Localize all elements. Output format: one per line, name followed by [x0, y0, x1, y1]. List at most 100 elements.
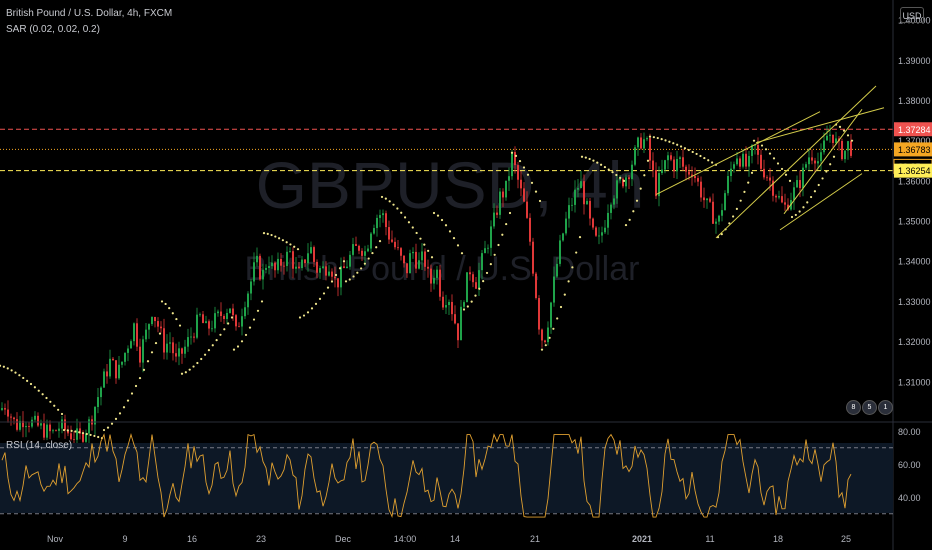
price-tick-label: 1.33000 [898, 297, 931, 307]
sar-dot [178, 324, 182, 327]
candle-body [328, 271, 330, 276]
sar-dot [575, 251, 578, 254]
rsi-legend[interactable]: RSI (14, close) [6, 440, 73, 451]
time-tick-label: Dec [335, 534, 352, 544]
candle-body [61, 419, 63, 429]
candle-body [763, 168, 765, 178]
rsi-line [1, 432, 852, 518]
event-flags[interactable]: 8 5 1 [846, 400, 894, 416]
trendline[interactable] [783, 109, 863, 215]
sar-dot [739, 199, 742, 202]
candle-body [193, 336, 195, 338]
sar-dot [578, 236, 582, 239]
sar-dot [850, 139, 854, 142]
price-tick-label: 1.31000 [898, 377, 931, 387]
candle-body [388, 227, 390, 240]
sar-dot [175, 317, 178, 321]
sar-dot [154, 341, 158, 345]
currency-button[interactable]: USD [900, 7, 924, 23]
candle-body [316, 261, 318, 273]
sar-dot [14, 371, 17, 374]
sar-dot [646, 159, 650, 162]
candle-body [31, 419, 33, 427]
sar-dot [203, 353, 207, 356]
sar-dot [62, 428, 66, 432]
trendline[interactable] [755, 107, 885, 144]
sar-dot [180, 372, 184, 375]
candle-body [106, 371, 108, 377]
candle-body [697, 178, 699, 182]
candle-body [10, 416, 12, 418]
sar-dot [314, 302, 318, 305]
candle-body [124, 352, 126, 362]
candle-body [472, 274, 474, 283]
candle-body [616, 180, 618, 199]
candle-body [175, 353, 177, 357]
candle-body [745, 153, 747, 167]
candle-body [289, 251, 291, 253]
candle-body [808, 157, 810, 165]
candle-body [517, 165, 519, 180]
candle-body [73, 439, 75, 441]
sar-dot [223, 328, 226, 331]
sar-dot [607, 168, 610, 171]
candle-body [565, 218, 567, 234]
sar-dot [93, 434, 96, 438]
candle-body [166, 343, 168, 353]
sar-dot [832, 155, 836, 158]
candle-body [103, 371, 105, 388]
candle-body [559, 240, 561, 264]
candle-body [424, 251, 426, 267]
price-tick-label: 1.38000 [898, 96, 931, 106]
sar-dot [37, 389, 40, 392]
sar-dot [138, 376, 142, 380]
candle-body [313, 247, 315, 262]
sar-dot [436, 214, 440, 217]
sar-dot [588, 157, 591, 161]
candle-body [739, 158, 741, 167]
sar-dot [603, 165, 607, 169]
candle-body [700, 181, 702, 198]
sar-dot [293, 245, 296, 248]
flag-icon-uk[interactable]: 5 [862, 400, 877, 415]
price-axis[interactable]: 1.40000 1.39000 1.38000 1.37000 1.36000 1.350… [898, 16, 931, 388]
sar-dot [628, 218, 631, 221]
sar-legend[interactable]: SAR (0.02, 0.02, 0.2) [6, 24, 100, 35]
candle-body [94, 406, 96, 425]
sar-dot [672, 142, 675, 145]
sar-dot [466, 305, 469, 308]
candle-body [538, 298, 540, 330]
sar-dot [45, 396, 48, 400]
candle-body [358, 245, 360, 251]
candle-body [676, 158, 678, 172]
sar-dot [192, 365, 195, 368]
trendline[interactable] [715, 85, 877, 239]
trendline[interactable] [779, 173, 863, 231]
candle-body [223, 315, 225, 319]
symbol-legend[interactable]: British Pound / U.S. Dollar, 4h, FXCM [6, 8, 173, 19]
sar-dot [26, 379, 29, 382]
candle-body [817, 161, 819, 164]
candle-body [703, 197, 705, 201]
time-tick-label: 23 [256, 534, 266, 544]
time-axis[interactable]: Nov 9 16 23 Dec 14:00 14 21 2021 11 18 25 [47, 534, 851, 544]
sar-dot [798, 210, 801, 213]
trendline[interactable] [655, 111, 821, 195]
sar-dot [794, 213, 797, 217]
candle-body [796, 180, 798, 188]
sar-dot [384, 197, 387, 200]
sar-dot [342, 260, 346, 263]
sar-dot [838, 125, 842, 128]
candle-body [694, 176, 696, 179]
flag-icon-us[interactable]: 8 [846, 400, 861, 415]
sar-dot [540, 348, 544, 351]
candle-body [385, 213, 387, 228]
candle-body [601, 232, 603, 236]
sar-dot [146, 360, 150, 363]
trendlines[interactable] [655, 85, 885, 239]
sar-dot [592, 159, 595, 162]
sar-dot [728, 222, 731, 225]
flag-icon-eu[interactable]: 1 [878, 400, 893, 415]
sar-dot [219, 333, 222, 336]
